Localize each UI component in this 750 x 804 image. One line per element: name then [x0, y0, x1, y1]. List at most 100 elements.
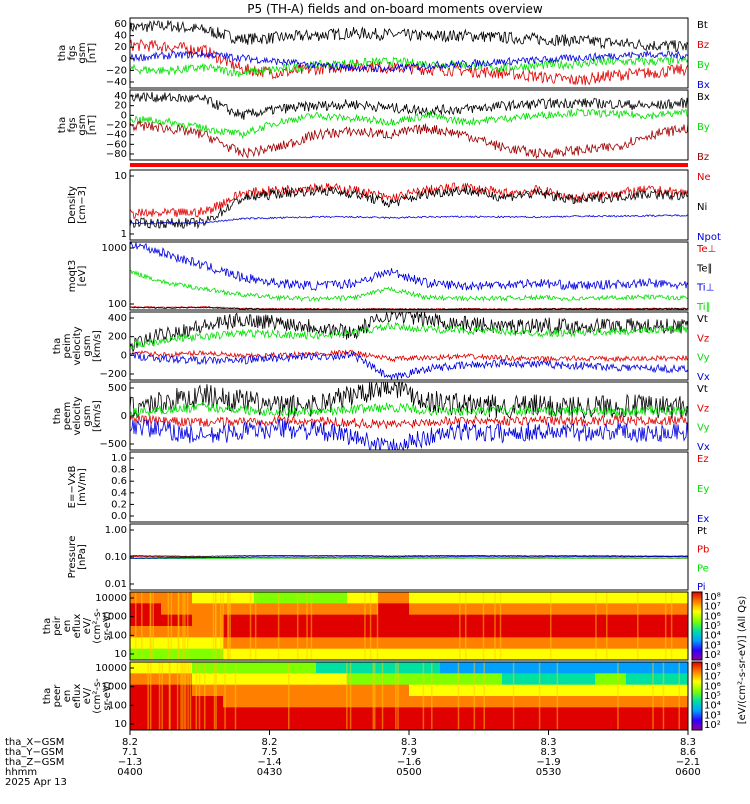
heatmap-cell	[533, 718, 565, 731]
y-tick-label: 0.4	[111, 488, 127, 499]
heatmap-cell	[223, 707, 255, 720]
legend-p4-Te⊥: Te⊥	[696, 244, 716, 255]
ephemeris-value: 0430	[257, 767, 282, 778]
heatmap-cell	[533, 603, 565, 616]
ephemeris-value: 0500	[396, 767, 421, 778]
heatmap-cell	[130, 648, 162, 661]
heatmap-cell	[657, 648, 689, 661]
heatmap-streak	[373, 662, 376, 730]
legend-p1-Bt: Bt	[697, 20, 708, 31]
heatmap-cell	[254, 673, 286, 686]
heatmap-streak	[195, 662, 198, 730]
heatmap-cell	[502, 673, 534, 686]
heatmap-streak	[213, 662, 216, 730]
ephemeris-label: tha_Z−GSM	[5, 757, 64, 768]
y-tick-label: −200	[100, 369, 127, 380]
colorbar	[691, 591, 703, 661]
heatmap-cell	[347, 648, 379, 661]
heatmap-cell	[192, 684, 224, 697]
heatmap-cell	[626, 696, 658, 708]
ephemeris-value: 8.3	[541, 747, 557, 758]
heatmap-cell	[409, 614, 441, 627]
legend-p7-Ex: Ex	[697, 514, 709, 525]
ephemeris-value: 0600	[675, 767, 700, 778]
heatmap-cell	[347, 696, 379, 708]
heatmap-cell	[471, 626, 503, 638]
ephemeris-value: −1.6	[397, 757, 421, 768]
heatmap-cell	[254, 592, 286, 604]
y-tick-label: 10000	[95, 593, 127, 604]
heatmap-cell	[347, 684, 379, 697]
legend-p3-Npot: Npot	[697, 232, 721, 243]
panel-p7: 1.00.80.60.40.20.0 E=−VxB[mV/m] Ez Ey Ex	[67, 451, 709, 525]
heatmap-cell	[471, 637, 503, 650]
heatmap-streak	[184, 592, 186, 660]
y-axis-label: thafgsgsm[nT]	[57, 42, 98, 63]
heatmap-cell	[657, 592, 689, 604]
heatmap-cell	[502, 718, 534, 731]
heatmap-streak	[167, 592, 170, 660]
heatmap-cell	[316, 718, 348, 731]
heatmap-cell	[192, 662, 224, 674]
heatmap-cell	[285, 648, 317, 661]
series-p1-Bz	[129, 38, 689, 86]
y-axis-label: moqt3[eV]	[67, 260, 88, 293]
colorbar-tick: 10⁸	[704, 592, 721, 603]
heatmap-cell	[564, 626, 596, 638]
separator-bar	[130, 163, 688, 167]
heatmap-streak	[662, 662, 665, 730]
series-p1-By	[129, 54, 689, 77]
heatmap-streak	[369, 592, 372, 660]
y-tick-label: 1.0	[111, 453, 127, 464]
legend-p8-Pe: Pe	[697, 563, 709, 574]
y-tick-label: 40	[114, 31, 127, 42]
heatmap-cell	[564, 684, 596, 697]
heatmap-cell	[533, 626, 565, 638]
colorbar-tick: 10⁴	[704, 631, 721, 642]
heatmap-streak	[556, 662, 559, 730]
heatmap-cell	[223, 662, 255, 674]
heatmap-cell	[285, 637, 317, 650]
heatmap-cell	[316, 637, 348, 650]
y-tick-label: 60	[114, 19, 127, 30]
heatmap-streak	[170, 592, 173, 660]
heatmap-cell	[223, 696, 255, 708]
y-tick-label: 10	[114, 171, 127, 182]
heatmap-streak	[397, 662, 399, 730]
y-tick-label: −20	[106, 120, 127, 131]
heatmap-cell	[502, 696, 534, 708]
heatmap-cell	[564, 673, 596, 686]
heatmap-cell	[130, 626, 162, 638]
heatmap-streak	[181, 662, 184, 730]
heatmap-cell	[347, 614, 379, 627]
panel-frame	[129, 311, 689, 381]
heatmap-streak	[678, 662, 681, 730]
series-p8-Pt	[129, 554, 689, 558]
heatmap-cell	[502, 592, 534, 604]
heatmap-cell	[285, 592, 317, 604]
heatmap-cell	[254, 626, 286, 638]
heatmap-cell	[595, 648, 627, 661]
series-p8-Pi	[129, 556, 689, 559]
heatmap-streak	[182, 592, 184, 660]
heatmap-cell	[502, 614, 534, 627]
heatmap-streak	[149, 662, 152, 730]
heatmap-cell	[192, 637, 224, 650]
ephemeris-value: 8.3	[680, 737, 696, 748]
y-tick-label: 1	[121, 229, 127, 240]
heatmap-cell	[471, 603, 503, 616]
legend-p7-Ez: Ez	[697, 454, 709, 465]
heatmap-cell	[316, 707, 348, 720]
heatmap-cell	[595, 707, 627, 720]
legend-p5-Vx: Vx	[697, 372, 710, 383]
heatmap-streak	[224, 662, 226, 730]
heatmap-cell	[223, 718, 255, 731]
heatmap-cell	[347, 718, 379, 731]
heatmap-cell	[626, 707, 658, 720]
colorbar-tick: 10⁷	[704, 672, 721, 683]
ephemeris-value: 0400	[117, 767, 142, 778]
heatmap-streak	[617, 662, 619, 730]
series-p4-Ti∥	[129, 269, 689, 303]
heatmap-cell	[223, 614, 255, 627]
heatmap-cell	[378, 696, 410, 708]
